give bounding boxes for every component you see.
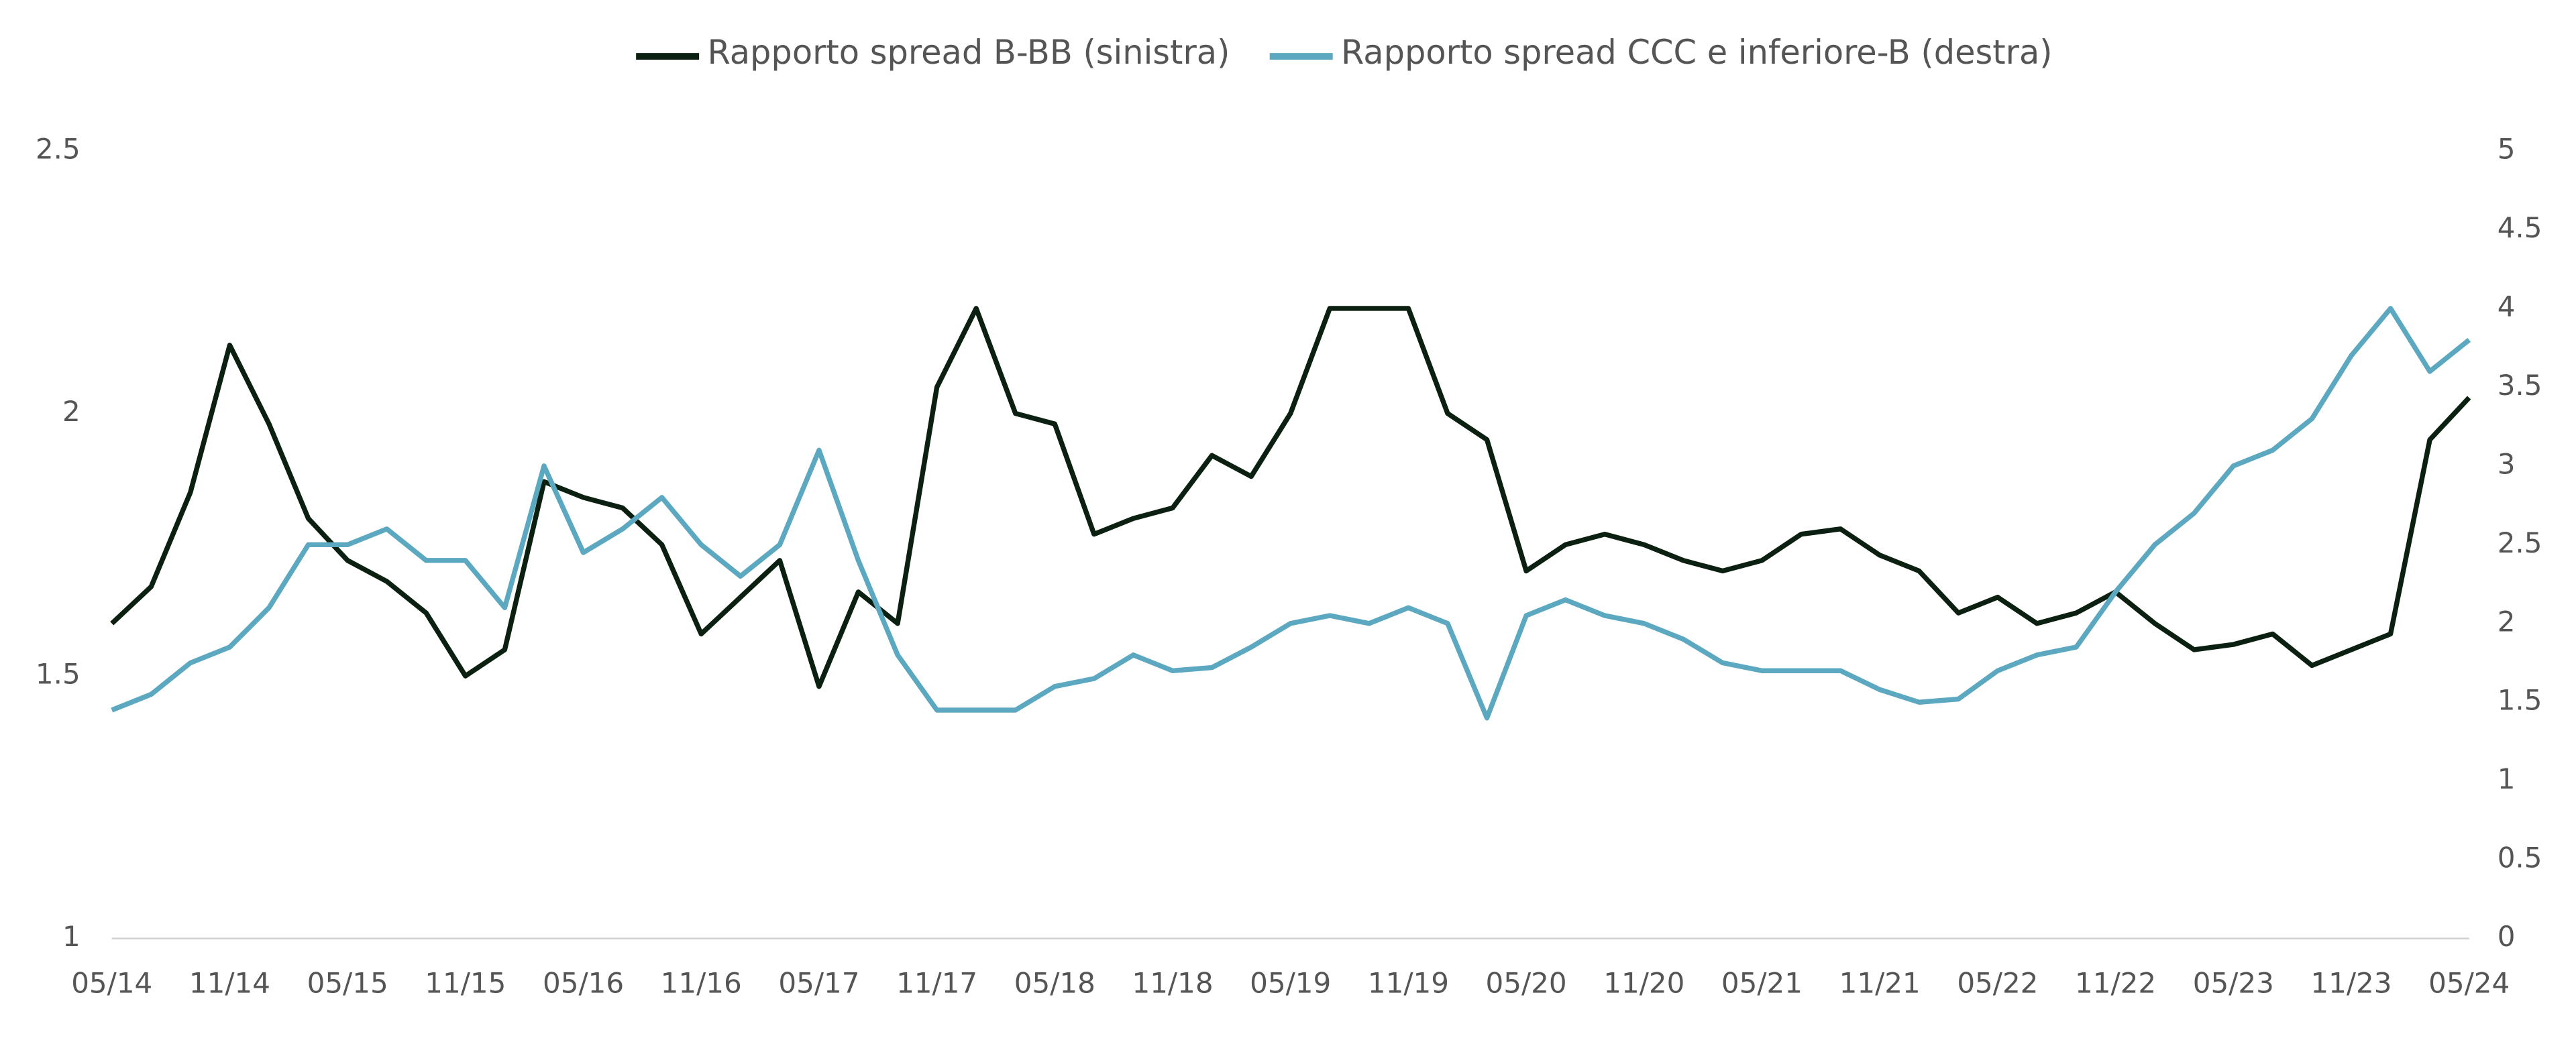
x-tick-label: 05/16 (543, 966, 624, 999)
series-line (110, 306, 2471, 689)
y2-tick-label: 1 (2498, 762, 2516, 795)
legend-label: Rapporto spread CCC e inferiore-B (destr… (1341, 33, 2053, 72)
y-tick-label: 1.5 (36, 658, 80, 691)
y-tick-label: 1 (62, 920, 80, 953)
x-tick-label: 11/18 (1132, 966, 1213, 999)
x-tick-label: 11/15 (425, 966, 506, 999)
y2-tick-label: 0.5 (2498, 842, 2542, 874)
x-tick-label: 05/17 (778, 966, 859, 999)
y2-tick-label: 1.5 (2498, 684, 2542, 717)
x-tick-label: 05/15 (307, 966, 388, 999)
x-tick-label: 05/18 (1014, 966, 1095, 999)
y2-tick-label: 0 (2498, 920, 2516, 953)
x-tick-label: 05/24 (2428, 966, 2510, 999)
x-tick-label: 11/22 (2075, 966, 2156, 999)
x-tick-label: 11/14 (189, 966, 270, 999)
y2-tick-label: 3.5 (2498, 369, 2542, 402)
x-tick-label: 11/20 (1603, 966, 1684, 999)
y-tick-label: 2 (62, 395, 80, 428)
x-tick-label: 05/14 (71, 966, 152, 999)
x-tick-label: 11/23 (2310, 966, 2392, 999)
y-tick-label: 2.5 (36, 133, 80, 166)
x-tick-label: 11/21 (1839, 966, 1921, 999)
x-tick-label: 11/16 (661, 966, 742, 999)
y2-tick-label: 5 (2498, 133, 2516, 166)
x-tick-label: 05/20 (1486, 966, 1567, 999)
x-tick-label: 11/19 (1368, 966, 1449, 999)
x-tick-label: 11/17 (896, 966, 977, 999)
legend-label: Rapporto spread B-BB (sinistra) (708, 33, 1230, 72)
x-tick-label: 05/21 (1721, 966, 1803, 999)
y2-tick-label: 4.5 (2498, 211, 2542, 244)
x-tick-label: 05/19 (1250, 966, 1331, 999)
x-tick-label: 05/22 (1957, 966, 2038, 999)
y2-tick-label: 4 (2498, 290, 2516, 323)
y2-tick-label: 2.5 (2498, 526, 2542, 559)
y2-tick-label: 2 (2498, 605, 2516, 638)
series-line (111, 306, 2471, 721)
y2-tick-label: 3 (2498, 447, 2516, 480)
x-tick-label: 05/23 (2193, 966, 2274, 999)
